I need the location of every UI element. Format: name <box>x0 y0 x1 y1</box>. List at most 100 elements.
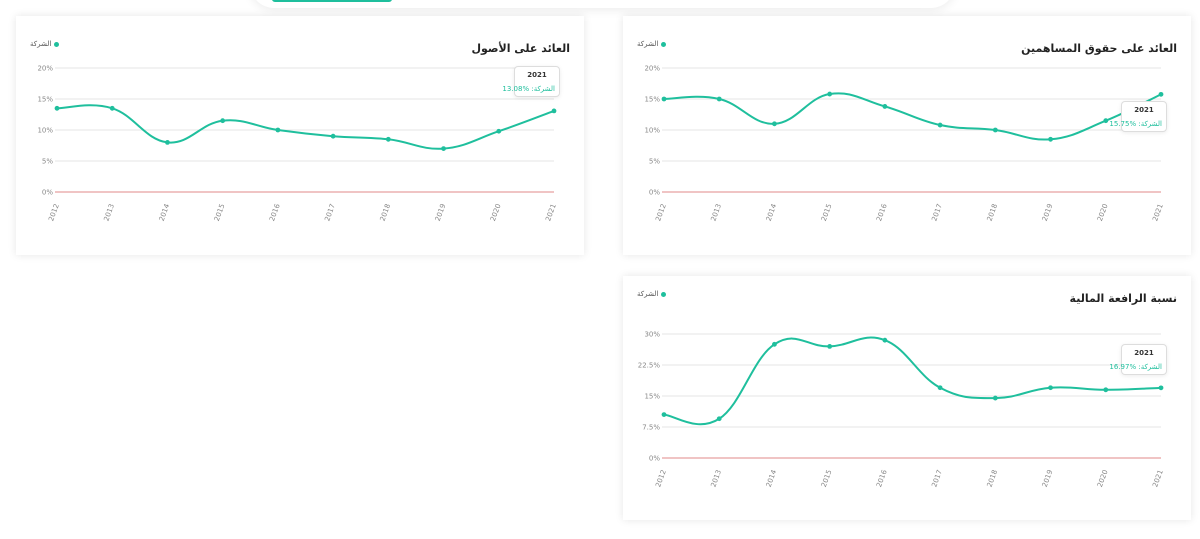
tooltip-label: الشركة: <box>531 85 555 93</box>
y-tick-label: 7.5% <box>642 424 660 432</box>
data-point[interactable] <box>496 128 502 134</box>
data-point[interactable] <box>661 412 667 417</box>
data-point[interactable] <box>441 146 446 152</box>
data-point[interactable] <box>220 118 226 124</box>
y-tick-label: 22.5% <box>638 362 661 370</box>
x-tick-label: 2014 <box>158 202 172 222</box>
data-point[interactable] <box>330 133 336 139</box>
x-tick-label: 2015 <box>820 469 834 488</box>
legend-dot-icon <box>661 291 667 297</box>
data-point[interactable] <box>109 105 115 111</box>
chart-title: العائد على الأصول <box>471 42 570 55</box>
data-point[interactable] <box>772 341 777 347</box>
legend-dot-icon <box>54 41 60 47</box>
y-tick-label: 30% <box>644 331 660 339</box>
x-tick-label: 2019 <box>1041 203 1055 222</box>
tooltip-value: %16.97 <box>1109 363 1137 371</box>
x-tick-label: 2014 <box>765 202 779 222</box>
data-point[interactable] <box>661 96 667 102</box>
chart-legend[interactable]: الشركة <box>30 40 60 48</box>
chart-title: العائد على حقوق المساهمين <box>1021 42 1177 55</box>
data-point[interactable] <box>165 140 170 145</box>
data-point[interactable] <box>882 104 888 109</box>
chart-title: نسبة الرافعة المالية <box>1069 292 1177 305</box>
tooltip-value-line: الشركة: %16.97 <box>1109 363 1162 371</box>
y-tick-label: 15% <box>37 96 53 104</box>
x-tick-label: 2013 <box>102 203 116 222</box>
line-chart-leverage: 0% 7.5% 15% 22.5% 30% 2012 2013 2014 2015 2016 201… <box>638 331 1165 489</box>
tooltip-value-line: الشركة: %15.75 <box>1109 120 1162 128</box>
legend-label: الشركة <box>637 290 659 298</box>
data-point[interactable] <box>1103 387 1109 393</box>
data-point[interactable] <box>716 96 722 102</box>
data-point[interactable] <box>937 385 943 391</box>
y-tick-label: 5% <box>42 158 53 166</box>
search-button[interactable] <box>272 0 392 2</box>
y-tick-label: 15% <box>644 96 660 104</box>
data-point[interactable] <box>54 105 60 111</box>
chart-legend[interactable]: الشركة <box>637 290 667 298</box>
y-tick-label: 0% <box>649 189 660 197</box>
x-tick-label: 2013 <box>709 469 723 488</box>
x-tick-label: 2015 <box>213 203 227 222</box>
legend-label: الشركة <box>30 40 52 48</box>
data-point[interactable] <box>827 91 833 97</box>
data-point[interactable] <box>827 344 833 349</box>
x-tick-label: 2016 <box>268 202 282 222</box>
top-search-bar <box>250 0 955 8</box>
y-tick-label: 5% <box>649 158 660 166</box>
y-tick-label: 0% <box>42 189 53 197</box>
y-tick-label: 20% <box>37 65 53 73</box>
tooltip-value: %13.08 <box>502 85 530 93</box>
chart-legend[interactable]: الشركة <box>637 40 667 48</box>
data-point[interactable] <box>275 127 281 133</box>
data-point[interactable] <box>1048 385 1053 391</box>
tooltip-year: 2021 <box>527 71 547 79</box>
chart-card-roa: العائد على الأصول الشركة 0% 5% 10% 15% 20% 20… <box>16 16 584 255</box>
data-point[interactable] <box>1103 118 1109 124</box>
tooltip-value-line: الشركة: %13.08 <box>502 85 555 93</box>
chart-tooltip: 2021 الشركة: %15.75 <box>1109 101 1167 132</box>
data-point[interactable] <box>385 136 391 142</box>
data-point[interactable] <box>716 416 722 422</box>
data-point[interactable] <box>1158 385 1164 391</box>
data-point[interactable] <box>937 122 943 128</box>
data-point[interactable] <box>551 108 557 114</box>
tooltip-year: 2021 <box>1134 349 1154 357</box>
chart-tooltip: 2021 الشركة: %16.97 <box>1109 344 1167 375</box>
series-line <box>663 336 1162 426</box>
x-tick-label: 2015 <box>820 203 834 222</box>
x-tick-label: 2020 <box>1096 469 1110 488</box>
tooltip-year: 2021 <box>1134 106 1154 114</box>
x-tick-label: 2018 <box>379 203 393 222</box>
tooltip-label: الشركة: <box>1138 120 1162 128</box>
data-point[interactable] <box>992 395 998 401</box>
y-tick-label: 15% <box>644 393 660 401</box>
tooltip-label: الشركة: <box>1138 363 1162 371</box>
x-tick-label: 2021 <box>1151 469 1165 488</box>
series-line <box>663 92 1162 141</box>
y-tick-label: 10% <box>644 127 660 135</box>
y-tick-label: 20% <box>644 65 660 73</box>
x-tick-label: 2017 <box>323 203 337 222</box>
data-point[interactable] <box>772 121 777 127</box>
legend-label: الشركة <box>637 40 659 48</box>
y-tick-label: 10% <box>37 127 53 135</box>
series-line <box>56 104 555 150</box>
x-tick-label: 2018 <box>986 469 1000 488</box>
x-tick-label: 2016 <box>875 468 889 488</box>
data-point[interactable] <box>1158 91 1164 97</box>
data-point[interactable] <box>882 337 888 343</box>
x-tick-label: 2020 <box>1096 203 1110 222</box>
data-point[interactable] <box>1048 136 1053 142</box>
data-point[interactable] <box>992 127 998 133</box>
y-tick-label: 0% <box>649 455 660 463</box>
tooltip-value: %15.75 <box>1109 120 1137 128</box>
x-tick-label: 2021 <box>1151 203 1165 222</box>
x-tick-label: 2020 <box>489 203 503 222</box>
x-tick-label: 2019 <box>1041 469 1055 488</box>
x-tick-label: 2017 <box>930 469 944 488</box>
x-tick-label: 2012 <box>654 469 668 488</box>
legend-dot-icon <box>661 41 667 47</box>
x-tick-label: 2012 <box>47 203 61 222</box>
